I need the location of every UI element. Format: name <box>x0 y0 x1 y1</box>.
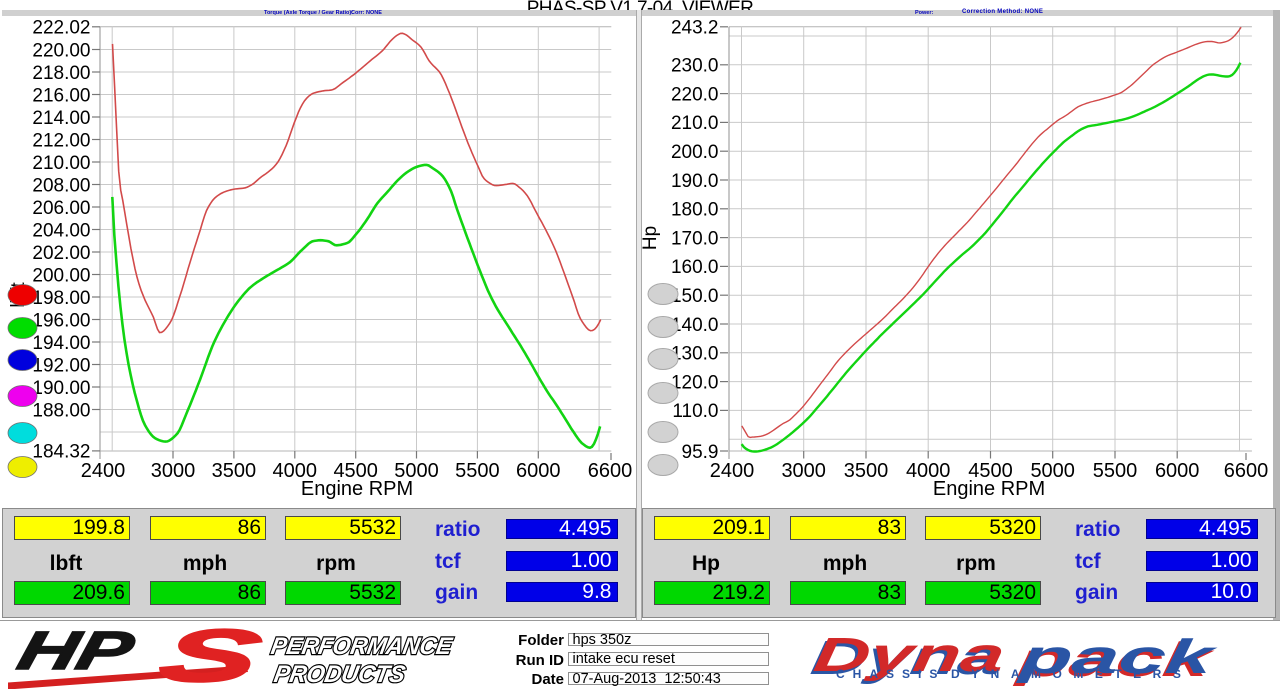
svg-text:184.32: 184.32 <box>32 442 90 463</box>
svg-text:DYNAMOMETERS: DYNAMOMETERS <box>951 667 1192 681</box>
svg-text:220.00: 220.00 <box>32 40 90 61</box>
svg-text:Dyna: Dyna <box>810 630 1005 684</box>
svg-text:200.0: 200.0 <box>671 142 719 163</box>
svg-text:5500: 5500 <box>455 460 500 482</box>
svg-text:6600: 6600 <box>1224 460 1269 482</box>
svg-text:2400: 2400 <box>81 460 126 482</box>
svg-text:212.00: 212.00 <box>32 130 90 151</box>
svg-text:220.0: 220.0 <box>671 84 719 105</box>
svg-text:CHASSIS: CHASSIS <box>836 667 945 681</box>
svg-text:216.00: 216.00 <box>32 85 90 106</box>
svg-text:198.00: 198.00 <box>32 288 90 309</box>
svg-text:3500: 3500 <box>844 460 889 482</box>
svg-text:190.00: 190.00 <box>32 378 90 399</box>
svg-text:188.00: 188.00 <box>32 400 90 421</box>
svg-text:202.00: 202.00 <box>32 243 90 264</box>
svg-text:210.0: 210.0 <box>671 113 719 134</box>
svg-text:150.0: 150.0 <box>671 286 719 307</box>
svg-text:218.00: 218.00 <box>32 63 90 84</box>
svg-text:208.00: 208.00 <box>32 175 90 196</box>
svg-text:130.0: 130.0 <box>671 344 719 365</box>
svg-text:4500: 4500 <box>968 460 1013 482</box>
svg-text:PERFORMANCE: PERFORMANCE <box>269 634 455 660</box>
svg-text:243.2: 243.2 <box>671 18 719 39</box>
svg-text:194.00: 194.00 <box>32 333 90 354</box>
svg-text:200.00: 200.00 <box>32 265 90 286</box>
svg-text:4000: 4000 <box>906 460 951 482</box>
svg-text:110.0: 110.0 <box>672 401 718 422</box>
svg-text:120.0: 120.0 <box>671 372 719 393</box>
svg-text:196.00: 196.00 <box>32 310 90 331</box>
svg-text:210.00: 210.00 <box>32 153 90 174</box>
svg-text:pack: pack <box>1015 630 1220 684</box>
svg-text:Engine RPM: Engine RPM <box>933 478 1045 500</box>
svg-text:192.00: 192.00 <box>32 355 90 376</box>
svg-text:6000: 6000 <box>516 460 561 482</box>
svg-text:Hp: Hp <box>640 226 661 250</box>
svg-text:3500: 3500 <box>212 460 257 482</box>
svg-text:230.0: 230.0 <box>671 56 719 77</box>
svg-text:6600: 6600 <box>588 460 633 482</box>
svg-text:PRODUCTS: PRODUCTS <box>272 661 408 688</box>
svg-text:204.00: 204.00 <box>32 220 90 241</box>
svg-text:5000: 5000 <box>1030 460 1075 482</box>
svg-text:2400: 2400 <box>710 460 755 482</box>
svg-text:pack: pack <box>1012 633 1217 687</box>
svg-text:206.00: 206.00 <box>32 198 90 219</box>
svg-text:3000: 3000 <box>151 460 196 482</box>
svg-text:5000: 5000 <box>394 460 439 482</box>
svg-text:Engine RPM: Engine RPM <box>301 478 413 500</box>
svg-text:95.9: 95.9 <box>682 442 719 463</box>
svg-text:HP: HP <box>12 620 140 681</box>
svg-text:214.00: 214.00 <box>32 108 90 129</box>
svg-text:180.0: 180.0 <box>671 200 719 221</box>
svg-text:S: S <box>152 620 269 689</box>
svg-text:3000: 3000 <box>781 460 826 482</box>
svg-text:5500: 5500 <box>1093 460 1138 482</box>
svg-text:140.0: 140.0 <box>671 315 719 336</box>
svg-text:222.02: 222.02 <box>32 18 90 39</box>
svg-text:170.0: 170.0 <box>671 228 719 249</box>
svg-text:4500: 4500 <box>333 460 378 482</box>
svg-text:190.0: 190.0 <box>671 171 719 192</box>
svg-text:160.0: 160.0 <box>671 257 719 278</box>
svg-text:6000: 6000 <box>1155 460 1200 482</box>
svg-text:4000: 4000 <box>273 460 318 482</box>
svg-text:Dyna: Dyna <box>811 627 1009 681</box>
